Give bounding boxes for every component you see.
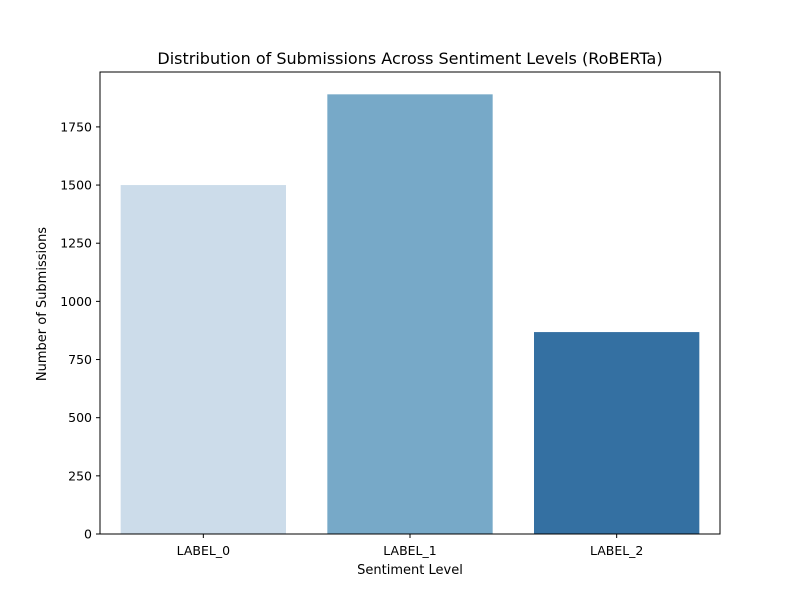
x-tick-label: LABEL_2 xyxy=(590,543,643,558)
bar-label-0 xyxy=(120,185,287,534)
y-axis-ticks: 0 250 500 750 1000 1250 1500 1750 xyxy=(60,119,100,542)
x-axis-ticks: LABEL_0 LABEL_1 LABEL_2 xyxy=(177,534,643,558)
y-tick-label: 1000 xyxy=(60,294,92,309)
y-tick-label: 750 xyxy=(68,352,92,367)
bar-label-1 xyxy=(327,94,493,534)
y-tick-label: 500 xyxy=(68,410,92,425)
y-tick-label: 250 xyxy=(68,468,92,483)
chart-title: Distribution of Submissions Across Senti… xyxy=(157,49,662,68)
plot-frame xyxy=(99,71,721,535)
x-tick-label: LABEL_0 xyxy=(177,543,230,558)
x-tick-label: LABEL_1 xyxy=(383,543,436,558)
y-tick-label: 0 xyxy=(84,527,92,542)
bars-group xyxy=(120,94,700,534)
y-tick-label: 1500 xyxy=(60,178,92,193)
y-axis-label: Number of Submissions xyxy=(35,227,50,381)
y-tick-label: 1750 xyxy=(60,119,92,134)
x-axis-label: Sentiment Level xyxy=(357,563,463,578)
y-tick-label: 1250 xyxy=(60,236,92,251)
bar-label-2 xyxy=(534,332,700,534)
